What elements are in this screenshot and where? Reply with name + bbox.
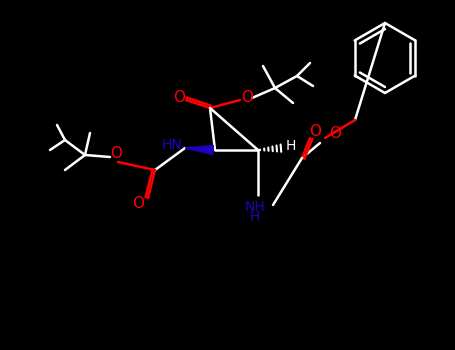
Text: H: H [286, 139, 296, 153]
Text: NH: NH [245, 200, 265, 214]
Text: O: O [309, 124, 321, 139]
Polygon shape [185, 146, 213, 154]
Text: O: O [132, 196, 144, 211]
Text: O: O [329, 126, 341, 140]
Text: H: H [250, 210, 260, 224]
Text: O: O [241, 91, 253, 105]
Text: O: O [110, 146, 122, 161]
Text: O: O [173, 91, 185, 105]
Text: HN: HN [161, 138, 182, 152]
